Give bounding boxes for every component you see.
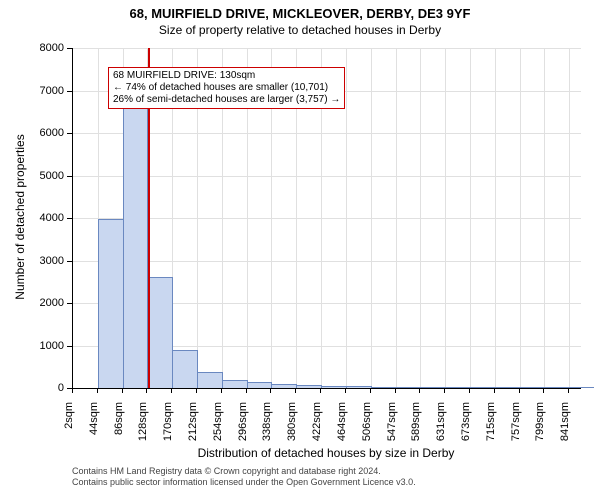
x-tick-label: 338sqm (261, 402, 273, 462)
histogram-bar (371, 387, 397, 388)
histogram-bar (123, 100, 149, 388)
x-tick-label: 170sqm (162, 402, 174, 462)
y-tick-label: 1000 (0, 340, 64, 352)
y-tick-mark (67, 303, 72, 304)
x-tick-mark (320, 388, 321, 393)
grid-line-v (495, 48, 496, 388)
y-tick-label: 8000 (0, 42, 64, 54)
x-tick-label: 296sqm (237, 402, 249, 462)
histogram-bar (494, 387, 520, 388)
histogram-bar (519, 387, 545, 388)
histogram-bar (420, 387, 446, 388)
grid-line-v (445, 48, 446, 388)
y-tick-mark (67, 91, 72, 92)
y-tick-mark (67, 346, 72, 347)
y-tick-mark (67, 176, 72, 177)
y-tick-mark (67, 218, 72, 219)
x-tick-mark (370, 388, 371, 393)
histogram-bar (197, 372, 223, 388)
x-tick-mark (270, 388, 271, 393)
histogram-bar (98, 219, 124, 388)
x-tick-label: 547sqm (386, 402, 398, 462)
x-tick-label: 422sqm (311, 402, 323, 462)
histogram-bar (172, 350, 198, 388)
chart-title: 68, MUIRFIELD DRIVE, MICKLEOVER, DERBY, … (0, 0, 600, 23)
y-tick-mark (67, 261, 72, 262)
histogram-bar (445, 387, 471, 388)
y-tick-label: 2000 (0, 297, 64, 309)
grid-line-v (544, 48, 545, 388)
footer-line-1: Contains public sector information licen… (72, 477, 416, 488)
histogram-bar (147, 277, 173, 389)
x-tick-mark (221, 388, 222, 393)
grid-line-v (569, 48, 570, 388)
x-tick-label: 506sqm (361, 402, 373, 462)
grid-line-v (420, 48, 421, 388)
x-tick-label: 44sqm (88, 402, 100, 462)
x-tick-mark (246, 388, 247, 393)
x-tick-mark (72, 388, 73, 393)
x-tick-label: 212sqm (187, 402, 199, 462)
y-tick-label: 4000 (0, 212, 64, 224)
footer-line-0: Contains HM Land Registry data © Crown c… (72, 466, 416, 477)
x-tick-label: 380sqm (286, 402, 298, 462)
x-tick-mark (494, 388, 495, 393)
x-tick-mark (295, 388, 296, 393)
x-tick-mark (543, 388, 544, 393)
y-tick-label: 3000 (0, 255, 64, 267)
x-tick-mark (469, 388, 470, 393)
x-tick-label: 589sqm (410, 402, 422, 462)
x-tick-label: 673sqm (460, 402, 472, 462)
grid-line-v (346, 48, 347, 388)
annotation-line-1: ← 74% of detached houses are smaller (10… (113, 82, 340, 94)
histogram-bar (346, 386, 372, 388)
x-tick-label: 86sqm (113, 402, 125, 462)
grid-line-v (396, 48, 397, 388)
annotation-line-2: 26% of semi-detached houses are larger (… (113, 94, 340, 106)
x-tick-label: 841sqm (559, 402, 571, 462)
x-tick-label: 631sqm (435, 402, 447, 462)
x-tick-mark (568, 388, 569, 393)
histogram-bar (271, 384, 297, 388)
x-tick-label: 464sqm (336, 402, 348, 462)
x-tick-label: 715sqm (485, 402, 497, 462)
histogram-bar (247, 382, 273, 388)
x-tick-label: 254sqm (212, 402, 224, 462)
x-tick-label: 757sqm (510, 402, 522, 462)
y-tick-label: 5000 (0, 170, 64, 182)
x-tick-mark (395, 388, 396, 393)
chart-container: 68, MUIRFIELD DRIVE, MICKLEOVER, DERBY, … (0, 0, 600, 500)
y-tick-mark (67, 48, 72, 49)
histogram-bar (296, 385, 322, 388)
histogram-bar (321, 386, 347, 388)
x-tick-mark (519, 388, 520, 393)
annotation-box: 68 MUIRFIELD DRIVE: 130sqm← 74% of detac… (108, 67, 345, 109)
y-tick-mark (67, 133, 72, 134)
chart-subtitle: Size of property relative to detached ho… (0, 23, 600, 39)
footer-text: Contains HM Land Registry data © Crown c… (72, 466, 416, 488)
x-tick-mark (444, 388, 445, 393)
grid-line-v (470, 48, 471, 388)
x-tick-mark (171, 388, 172, 393)
histogram-bar (222, 380, 248, 388)
x-tick-mark (196, 388, 197, 393)
x-tick-label: 128sqm (137, 402, 149, 462)
grid-line-v (371, 48, 372, 388)
grid-line-v (520, 48, 521, 388)
x-tick-mark (97, 388, 98, 393)
y-tick-label: 7000 (0, 85, 64, 97)
annotation-line-0: 68 MUIRFIELD DRIVE: 130sqm (113, 70, 340, 82)
histogram-bar (395, 387, 421, 388)
histogram-bar (544, 387, 570, 388)
x-tick-mark (122, 388, 123, 393)
x-tick-label: 799sqm (534, 402, 546, 462)
x-tick-mark (345, 388, 346, 393)
x-tick-label: 2sqm (63, 402, 75, 462)
histogram-bar (569, 387, 595, 388)
y-tick-label: 6000 (0, 127, 64, 139)
x-tick-mark (146, 388, 147, 393)
histogram-bar (469, 387, 495, 388)
x-tick-mark (419, 388, 420, 393)
y-tick-label: 0 (0, 382, 64, 394)
